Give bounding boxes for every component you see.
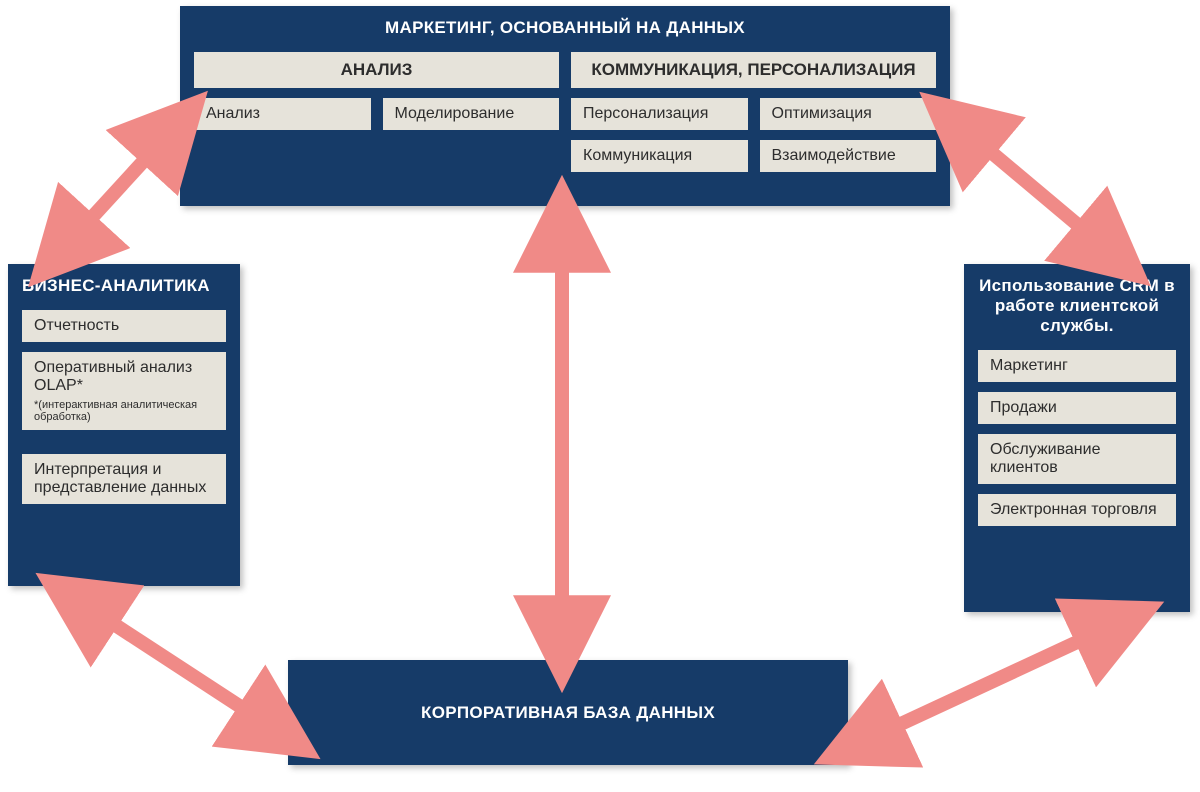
arrow-left-top-diag: [64, 130, 172, 248]
left-title: БИЗНЕС-АНАЛИТИКА: [22, 276, 226, 296]
chip-personalization: Персонализация: [571, 98, 748, 130]
chip-analysis: Анализ: [194, 98, 371, 130]
top-right-col: КОММУНИКАЦИЯ, ПЕРСОНАЛИЗАЦИЯ Персонализа…: [571, 52, 936, 172]
right-item-3: Электронная торговля: [978, 494, 1176, 526]
top-left-col: АНАЛИЗ Анализ Моделирование: [194, 52, 559, 172]
arrow-right-bottom-diag: [862, 624, 1116, 742]
right-box: Использование CRM в работе клиентской сл…: [964, 264, 1190, 612]
top-right-header: КОММУНИКАЦИЯ, ПЕРСОНАЛИЗАЦИЯ: [571, 52, 936, 88]
right-title: Использование CRM в работе клиентской сл…: [978, 276, 1176, 336]
top-title: МАРКЕТИНГ, ОСНОВАННЫЙ НА ДАННЫХ: [194, 18, 936, 38]
left-item-1: Оперативный анализ OLAP**(интерактивная …: [22, 352, 226, 430]
right-item-0: Маркетинг: [978, 350, 1176, 382]
left-item-2: Интерпретация и представление данных: [22, 454, 226, 504]
chip-communication: Коммуникация: [571, 140, 748, 172]
left-box: БИЗНЕС-АНАЛИТИКА Отчетность Оперативный а…: [8, 264, 240, 586]
arrow-left-bottom-diag: [80, 602, 276, 730]
bottom-box: КОРПОРАТИВНАЯ БАЗА ДАННЫХ: [288, 660, 848, 765]
chip-optimization: Оптимизация: [760, 98, 937, 130]
right-item-1: Продажи: [978, 392, 1176, 424]
top-left-header: АНАЛИЗ: [194, 52, 559, 88]
top-box: МАРКЕТИНГ, ОСНОВАННЫЙ НА ДАННЫХ АНАЛИЗ А…: [180, 6, 950, 206]
left-item-1-sub: *(интерактивная аналитическая обработка): [34, 399, 214, 423]
chip-modeling: Моделирование: [383, 98, 560, 130]
left-item-0: Отчетность: [22, 310, 226, 342]
chip-interaction: Взаимодействие: [760, 140, 937, 172]
arrow-right-top-diag: [960, 126, 1110, 252]
bottom-title: КОРПОРАТИВНАЯ БАЗА ДАННЫХ: [421, 703, 715, 723]
right-item-2: Обслуживание клиентов: [978, 434, 1176, 484]
